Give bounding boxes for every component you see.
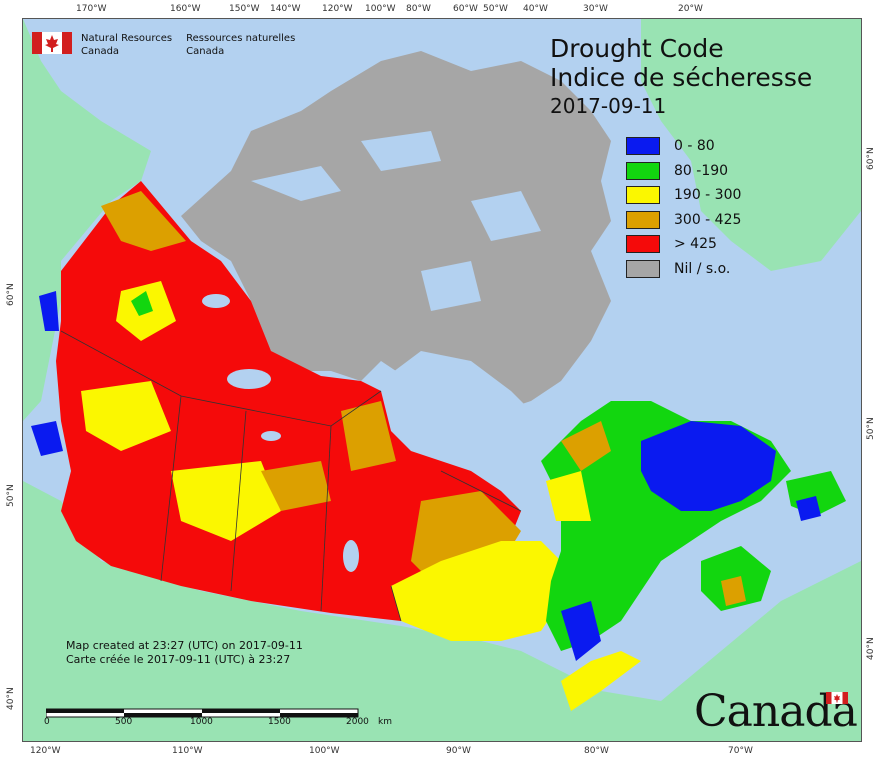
legend-swatch [626, 137, 660, 156]
legend: 0 - 80 80 -190 190 - 300 300 - 425 > 425… [626, 134, 741, 281]
lon-label: 170°W [76, 4, 107, 14]
ministry-fr-line1: Ressources naturelles [186, 33, 296, 44]
map-title-en: Drought Code [550, 34, 724, 63]
legend-swatch [626, 210, 660, 229]
map-title-block: Drought Code Indice de sécheresse 2017-0… [550, 34, 812, 118]
hudson-bay [381, 351, 561, 511]
lon-label: 110°W [172, 746, 203, 756]
scale-tick-label: 1000 [190, 717, 213, 727]
lon-label: 100°W [309, 746, 340, 756]
ministry-name-en: Natural Resources Canada [81, 32, 172, 58]
map-canvas[interactable] [22, 18, 862, 742]
lat-label: 40°N [866, 637, 876, 660]
legend-swatch [626, 186, 660, 205]
legend-label: Nil / s.o. [674, 260, 731, 277]
legend-item: Nil / s.o. [626, 257, 741, 282]
lon-label: 160°W [170, 4, 201, 14]
quebec-blue-region [641, 421, 776, 511]
nrcan-signature: Natural Resources Canada Ressources natu… [32, 32, 309, 58]
lon-label: 20°W [678, 4, 703, 14]
legend-item: 190 - 300 [626, 183, 741, 208]
lat-label: 60°N [866, 147, 876, 170]
lon-label: 100°W [365, 4, 396, 14]
scale-tick-label: 0 [44, 717, 50, 727]
lat-label: 50°N [866, 417, 876, 440]
legend-label: 300 - 425 [674, 211, 742, 228]
west-red-region [56, 181, 521, 621]
lat-label: 50°N [6, 484, 16, 507]
ministry-fr-line2: Canada [186, 46, 225, 57]
legend-item: 300 - 425 [626, 208, 741, 233]
lat-label: 60°N [6, 283, 16, 306]
lon-label: 70°W [728, 746, 753, 756]
legend-swatch [626, 161, 660, 180]
greenland-landmass [641, 19, 861, 271]
legend-item: 0 - 80 [626, 134, 741, 159]
ministry-en-line2: Canada [81, 46, 120, 57]
map-date: 2017-09-11 [550, 94, 667, 118]
legend-label: 80 -190 [674, 162, 729, 179]
lon-label: 120°W [322, 4, 353, 14]
lon-label: 120°W [30, 746, 61, 756]
lon-label: 50°W [483, 4, 508, 14]
lon-label: 80°W [584, 746, 609, 756]
legend-swatch [626, 235, 660, 254]
east-yellow-region [391, 541, 561, 641]
map-title-fr: Indice de sécheresse [550, 63, 813, 92]
scale-unit: km [378, 717, 392, 727]
lon-label: 150°W [229, 4, 260, 14]
scale-tick-label: 500 [115, 717, 133, 727]
credits-en: Map created at 23:27 (UTC) on 2017-09-11 [66, 639, 303, 652]
lon-label: 30°W [583, 4, 608, 14]
credits-fr: Carte créée le 2017-09-11 (UTC) à 23:27 [66, 653, 291, 666]
lon-label: 90°W [446, 746, 471, 756]
provincial-borders [60, 330, 522, 622]
lon-label: 140°W [270, 4, 301, 14]
lon-label: 80°W [406, 4, 431, 14]
scale-tick-label: 2000 [346, 717, 369, 727]
legend-label: 0 - 80 [674, 138, 715, 155]
map-credits: Map created at 23:27 (UTC) on 2017-09-11… [66, 639, 303, 667]
lon-label: 40°W [523, 4, 548, 14]
usa-landmass [23, 481, 861, 741]
arctic-nil-region [181, 51, 611, 421]
lon-label: 60°W [453, 4, 478, 14]
canada-wordmark-flag-icon [826, 692, 848, 704]
ministry-name-fr: Ressources naturelles Canada [186, 32, 295, 58]
ministry-en-line1: Natural Resources [81, 33, 173, 44]
legend-label: > 425 [674, 236, 717, 253]
drought-map-svg [23, 19, 861, 741]
legend-item: 80 -190 [626, 159, 741, 184]
legend-item: > 425 [626, 232, 741, 257]
scale-bar-graphic [45, 708, 359, 718]
lat-label: 40°N [6, 687, 16, 710]
legend-label: 190 - 300 [674, 187, 742, 204]
canada-flag-icon [32, 32, 72, 54]
scale-bar: 0 500 1000 1500 2000 km [44, 705, 392, 727]
scale-tick-label: 1500 [268, 717, 291, 727]
legend-swatch [626, 259, 660, 278]
